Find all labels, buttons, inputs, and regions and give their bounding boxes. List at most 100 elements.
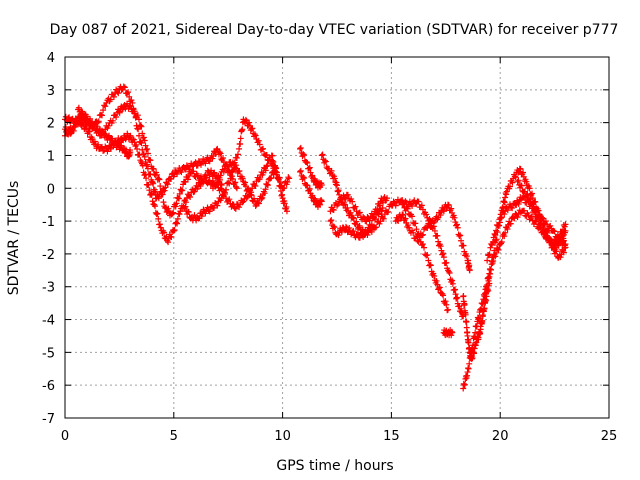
interp-marker	[221, 189, 228, 196]
interp-marker	[214, 202, 221, 209]
interp-marker	[368, 228, 375, 235]
interp-marker	[150, 165, 157, 172]
interp-marker	[412, 220, 419, 227]
data-point	[214, 145, 221, 152]
data-point	[484, 257, 491, 264]
data-point	[127, 103, 134, 110]
interp-marker	[260, 145, 267, 152]
interp-marker	[182, 203, 189, 210]
interp-marker	[131, 108, 138, 115]
data-point	[384, 195, 391, 202]
data-point	[388, 201, 395, 208]
interp-marker	[234, 151, 241, 158]
series-track-5	[181, 116, 293, 224]
x-tick-label: 10	[274, 429, 291, 444]
interp-marker	[76, 118, 83, 125]
interp-marker	[553, 248, 560, 255]
interp-marker	[165, 239, 172, 246]
interp-marker	[141, 172, 148, 179]
interp-marker	[262, 167, 269, 174]
interp-marker	[539, 214, 546, 221]
interp-marker	[477, 330, 484, 337]
data-point	[68, 116, 75, 123]
interp-marker	[232, 205, 239, 212]
interp-marker	[542, 218, 549, 225]
series-track-14	[399, 200, 451, 314]
interp-marker	[489, 238, 496, 245]
interp-marker	[330, 223, 337, 230]
data-point	[431, 227, 438, 234]
interp-marker	[400, 200, 407, 207]
interp-marker	[488, 258, 495, 265]
interp-marker	[410, 229, 417, 236]
y-tick-label: 3	[47, 84, 55, 99]
interp-marker	[86, 128, 93, 135]
interp-marker	[550, 242, 557, 249]
interp-marker	[186, 192, 193, 199]
data-point	[318, 181, 325, 188]
interp-marker	[555, 234, 562, 241]
interp-marker	[139, 130, 146, 137]
interp-marker	[304, 182, 311, 189]
y-tick-label: -6	[42, 379, 55, 394]
interp-marker	[551, 228, 558, 235]
interp-marker	[255, 137, 262, 144]
interp-marker	[409, 203, 416, 210]
interp-marker	[110, 93, 117, 100]
interp-marker	[342, 223, 349, 230]
interp-marker	[456, 233, 463, 240]
interp-marker	[179, 187, 186, 194]
interp-marker	[489, 254, 496, 261]
interp-marker	[162, 184, 169, 191]
interp-marker	[178, 169, 185, 176]
interp-marker	[368, 221, 375, 228]
interp-marker	[99, 129, 106, 136]
interp-marker	[109, 117, 116, 124]
interp-marker	[440, 254, 447, 261]
interp-marker	[465, 365, 472, 372]
interp-marker	[126, 134, 133, 141]
interp-marker	[90, 122, 97, 129]
interp-marker	[375, 211, 382, 218]
interp-marker	[202, 160, 209, 167]
interp-marker	[470, 342, 476, 349]
interp-marker	[501, 211, 508, 218]
interp-marker	[137, 138, 144, 145]
interp-marker	[225, 179, 232, 186]
data-point	[105, 122, 112, 129]
interp-marker	[485, 252, 492, 259]
interp-marker	[149, 198, 156, 205]
interp-marker	[252, 132, 259, 139]
data-point	[475, 336, 482, 343]
interp-marker	[434, 232, 441, 239]
interp-marker	[462, 311, 469, 318]
interp-marker	[514, 214, 521, 221]
interp-marker	[297, 167, 304, 174]
interp-marker	[511, 173, 518, 180]
interp-marker	[533, 207, 540, 214]
interp-marker	[424, 252, 431, 259]
data-point	[120, 83, 127, 90]
interp-marker	[187, 194, 194, 201]
y-tick-label: 0	[47, 182, 55, 197]
interp-marker	[424, 224, 431, 231]
interp-marker	[248, 192, 255, 199]
interp-marker	[445, 202, 452, 209]
data-point	[444, 306, 451, 313]
interp-marker	[349, 198, 356, 205]
interp-marker	[504, 207, 511, 214]
interp-marker	[121, 84, 128, 91]
interp-marker	[138, 123, 145, 130]
series-track-12	[327, 204, 386, 241]
interp-marker	[377, 218, 384, 225]
interp-marker	[335, 201, 342, 208]
interp-marker	[140, 134, 147, 141]
data-point	[303, 159, 310, 166]
interp-marker	[539, 228, 546, 235]
interp-marker	[530, 203, 537, 210]
data-point	[181, 204, 188, 211]
interp-marker	[244, 186, 251, 193]
interp-marker	[492, 232, 499, 239]
interp-marker	[170, 209, 177, 216]
interp-marker	[370, 214, 377, 221]
